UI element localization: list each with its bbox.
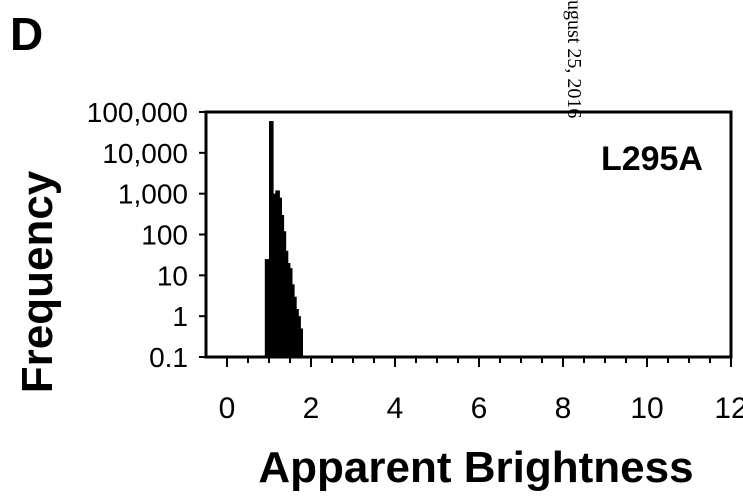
y-tick-label-5: 1 xyxy=(172,301,188,332)
histogram-bar-8 xyxy=(281,215,285,357)
histogram-bar-12 xyxy=(290,268,293,357)
y-tick-label-3: 100 xyxy=(141,220,188,251)
histogram-bar-13 xyxy=(292,284,295,357)
histogram-bar-15 xyxy=(296,308,299,357)
y-tick-label-0: 100,000 xyxy=(87,97,188,128)
histogram-bar-2 xyxy=(269,121,272,357)
y-tick-label-4: 10 xyxy=(157,260,188,291)
x-tick-label-6: 12 xyxy=(714,392,743,425)
histogram-bar-10 xyxy=(285,250,289,357)
panel-label: D xyxy=(10,8,43,60)
date-watermark: ugust 25, 2016 xyxy=(563,0,585,118)
y-tick-label-2: 1,000 xyxy=(118,179,188,210)
histogram-bar-17 xyxy=(300,328,303,357)
x-tick-label-5: 10 xyxy=(630,392,663,425)
histogram-bar-9 xyxy=(283,231,287,357)
histogram-bar-0 xyxy=(264,259,268,357)
y-tick-label-1: 10,000 xyxy=(102,138,188,169)
histogram-bar-5 xyxy=(275,190,278,357)
x-axis-label: Apparent Brightness xyxy=(258,443,693,492)
y-tick-label-6: 0.1 xyxy=(149,342,188,373)
histogram-bar-14 xyxy=(294,296,297,357)
histogram-bar-11 xyxy=(287,263,291,357)
histogram-bar-1 xyxy=(266,259,270,357)
x-tick-label-1: 2 xyxy=(303,392,320,425)
histogram-bar-3 xyxy=(271,121,274,357)
x-tick-label-4: 8 xyxy=(555,392,572,425)
histogram-bar-7 xyxy=(279,197,282,357)
x-tick-label-2: 4 xyxy=(387,392,404,425)
bars-layer xyxy=(264,121,303,357)
series-annotation: L295A xyxy=(601,140,703,178)
histogram-bar-16 xyxy=(298,316,301,357)
histogram-bar-6 xyxy=(277,190,280,357)
y-axis-label: Frequency xyxy=(13,170,62,393)
axis-layer: 100,000 10,000 1,000 100 10 1 0.1 0 2 4 6 8 10 12 xyxy=(87,97,743,425)
histogram-bar-4 xyxy=(273,193,276,357)
x-tick-label-3: 6 xyxy=(471,392,488,425)
x-tick-label-0: 0 xyxy=(219,392,236,425)
